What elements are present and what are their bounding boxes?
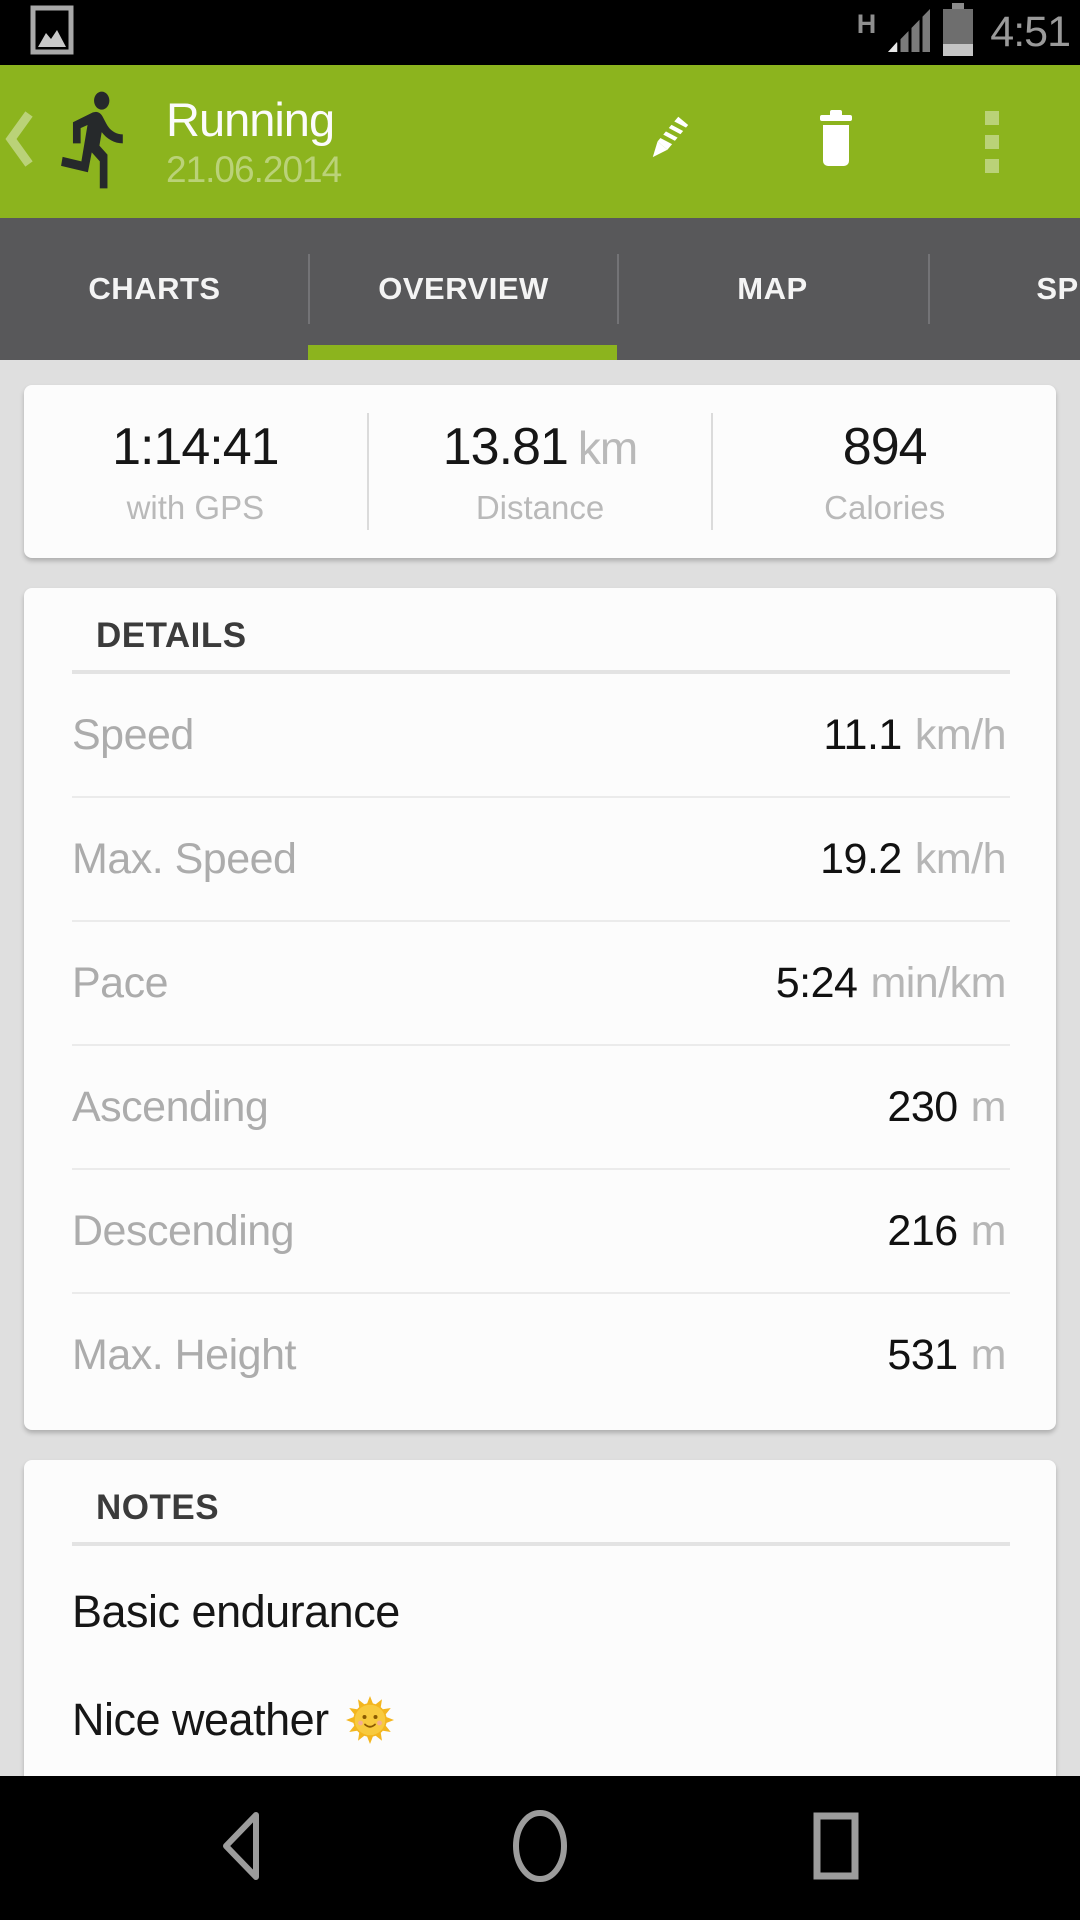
tab-divider xyxy=(617,254,619,324)
distance-value: 13.81 xyxy=(442,417,569,476)
detail-value: 5:24 xyxy=(775,958,858,1007)
summary-calories: 894 Calories xyxy=(713,385,1056,558)
detail-unit: m xyxy=(970,1330,1007,1379)
detail-row-max-height: Max. Height 531 m xyxy=(24,1294,1056,1416)
page-title: Running xyxy=(166,92,335,146)
detail-value: 216 xyxy=(887,1206,958,1255)
tab-map[interactable]: MAP xyxy=(618,218,927,360)
overflow-menu-icon xyxy=(985,110,999,173)
summary-duration: 1:14:41 with GPS xyxy=(24,385,367,558)
detail-label: Pace xyxy=(72,958,169,1007)
home-circle-icon xyxy=(510,1807,570,1890)
tab-label: SPLIT xyxy=(1036,271,1080,306)
overflow-menu-button[interactable] xyxy=(962,87,1022,197)
row-divider xyxy=(72,1044,1010,1046)
active-tab-indicator xyxy=(308,345,617,360)
duration-value: 1:14:41 xyxy=(112,417,279,476)
activity-date: 21.06.2014 xyxy=(166,148,342,190)
tab-label: OVERVIEW xyxy=(378,271,549,306)
notes-heading: NOTES xyxy=(96,1488,220,1527)
detail-row-speed: Speed 11.1 km/h xyxy=(24,674,1056,796)
detail-row-descending: Descending 216 m xyxy=(24,1170,1056,1292)
row-divider xyxy=(72,796,1010,798)
detail-unit: km/h xyxy=(914,834,1007,883)
details-heading: DETAILS xyxy=(96,616,247,655)
tab-split[interactable]: SPLIT xyxy=(927,218,1080,360)
distance-label: Distance xyxy=(475,488,605,526)
detail-label: Speed xyxy=(72,710,194,759)
note-line: Nice weather xyxy=(24,1694,1056,1746)
distance-unit: km xyxy=(577,421,638,474)
note-line: Basic endurance xyxy=(24,1586,1056,1638)
calories-label: Calories xyxy=(824,488,946,526)
detail-row-ascending: Ascending 230 m xyxy=(24,1046,1056,1168)
tab-label: MAP xyxy=(737,271,808,306)
runner-icon xyxy=(50,85,142,198)
detail-value: 19.2 xyxy=(820,834,902,883)
back-chevron-icon[interactable] xyxy=(2,107,38,176)
detail-label: Max. Height xyxy=(72,1330,296,1379)
edit-button[interactable] xyxy=(638,87,698,197)
tab-charts[interactable]: CHARTS xyxy=(0,218,309,360)
signal-strength-icon xyxy=(886,6,932,59)
detail-row-max-speed: Max. Speed 19.2 km/h xyxy=(24,798,1056,920)
row-divider xyxy=(72,1168,1010,1170)
tab-divider xyxy=(928,254,930,324)
detail-unit: km/h xyxy=(914,710,1007,759)
delete-button[interactable] xyxy=(806,87,866,197)
detail-unit: m xyxy=(970,1206,1007,1255)
action-bar: Running 21.06.2014 xyxy=(0,65,1080,218)
tab-overview[interactable]: OVERVIEW xyxy=(309,218,618,360)
calories-value: 894 xyxy=(842,417,928,476)
tab-label: CHARTS xyxy=(88,271,221,306)
detail-value: 11.1 xyxy=(823,710,902,759)
sun-with-face-emoji xyxy=(345,1695,395,1745)
summary-card: 1:14:41 with GPS 13.81 km Distance 894 Ca… xyxy=(24,385,1056,558)
detail-label: Descending xyxy=(72,1206,295,1255)
detail-unit: min/km xyxy=(870,958,1006,1007)
summary-distance: 13.81 km Distance xyxy=(369,385,712,558)
delete-trash-icon xyxy=(810,108,862,175)
note-text: Nice weather xyxy=(72,1694,329,1745)
row-divider xyxy=(72,1292,1010,1294)
detail-value: 230 xyxy=(887,1082,958,1131)
nav-back-button[interactable] xyxy=(212,1798,276,1898)
recents-square-icon xyxy=(806,1807,866,1890)
note-text: Basic endurance xyxy=(72,1586,400,1637)
overview-content: 1:14:41 with GPS 13.81 km Distance 894 Ca… xyxy=(0,360,1080,1920)
network-type-indicator: H xyxy=(856,9,877,39)
clock-time: 4:51 xyxy=(990,8,1071,56)
details-card: DETAILS Speed 11.1 km/h Max. Speed 19.2 … xyxy=(24,588,1056,1430)
duration-label: with GPS xyxy=(126,488,265,526)
summary-divider xyxy=(711,413,714,530)
detail-label: Max. Speed xyxy=(72,834,297,883)
tab-bar: CHARTS OVERVIEW MAP SPLIT xyxy=(0,218,1080,360)
row-divider xyxy=(72,920,1010,922)
navigation-bar xyxy=(0,1776,1080,1920)
edit-pencil-icon xyxy=(640,111,696,172)
nav-recents-button[interactable] xyxy=(804,1798,868,1898)
heading-divider xyxy=(72,670,1010,674)
back-triangle-icon xyxy=(214,1807,274,1890)
status-bar: H 4:51 xyxy=(0,0,1080,65)
action-bar-titles: Running 21.06.2014 xyxy=(166,92,342,190)
tab-divider xyxy=(308,254,310,324)
battery-icon xyxy=(940,3,976,62)
summary-divider xyxy=(366,413,369,530)
detail-row-pace: Pace 5:24 min/km xyxy=(24,922,1056,1044)
heading-divider xyxy=(72,1542,1010,1546)
detail-label: Ascending xyxy=(72,1082,269,1131)
detail-unit: m xyxy=(970,1082,1007,1131)
detail-value: 531 xyxy=(887,1330,958,1379)
image-notification-icon xyxy=(30,5,74,60)
nav-home-button[interactable] xyxy=(508,1798,572,1898)
